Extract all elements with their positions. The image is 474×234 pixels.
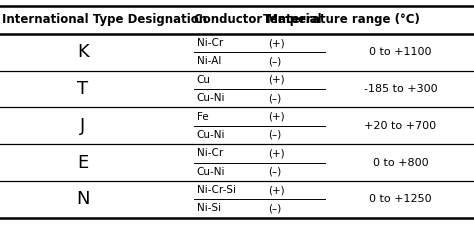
Text: (–): (–) (268, 203, 281, 213)
Text: Conductor Material: Conductor Material (194, 13, 322, 26)
Text: Temperature range (°C): Temperature range (°C) (263, 13, 419, 26)
Text: 0 to +800: 0 to +800 (373, 157, 428, 168)
Text: (–): (–) (268, 130, 281, 140)
Text: Ni-Cr: Ni-Cr (197, 38, 223, 48)
Text: (+): (+) (268, 75, 284, 85)
Text: (+): (+) (268, 38, 284, 48)
Text: Cu: Cu (197, 75, 211, 85)
Text: N: N (76, 190, 90, 208)
Text: K: K (77, 43, 89, 61)
Text: (–): (–) (268, 56, 281, 66)
Text: Ni-Si: Ni-Si (197, 203, 221, 213)
Text: (+): (+) (268, 148, 284, 158)
Text: 0 to +1250: 0 to +1250 (369, 194, 432, 204)
Text: International Type Designation: International Type Designation (2, 13, 208, 26)
Text: Cu-Ni: Cu-Ni (197, 93, 225, 103)
Text: Cu-Ni: Cu-Ni (197, 167, 225, 177)
Text: T: T (77, 80, 89, 98)
Text: Ni-Cr: Ni-Cr (197, 148, 223, 158)
Text: (+): (+) (268, 185, 284, 195)
Text: (–): (–) (268, 93, 281, 103)
Text: (–): (–) (268, 167, 281, 177)
Text: (+): (+) (268, 112, 284, 122)
Text: Cu-Ni: Cu-Ni (197, 130, 225, 140)
Text: E: E (77, 154, 89, 172)
Text: Ni-Al: Ni-Al (197, 56, 221, 66)
Text: Fe: Fe (197, 112, 209, 122)
Text: +20 to +700: +20 to +700 (365, 121, 437, 131)
Text: J: J (80, 117, 86, 135)
Text: Ni-Cr-Si: Ni-Cr-Si (197, 185, 236, 195)
Text: -185 to +300: -185 to +300 (364, 84, 438, 94)
Text: 0 to +1100: 0 to +1100 (369, 47, 432, 57)
